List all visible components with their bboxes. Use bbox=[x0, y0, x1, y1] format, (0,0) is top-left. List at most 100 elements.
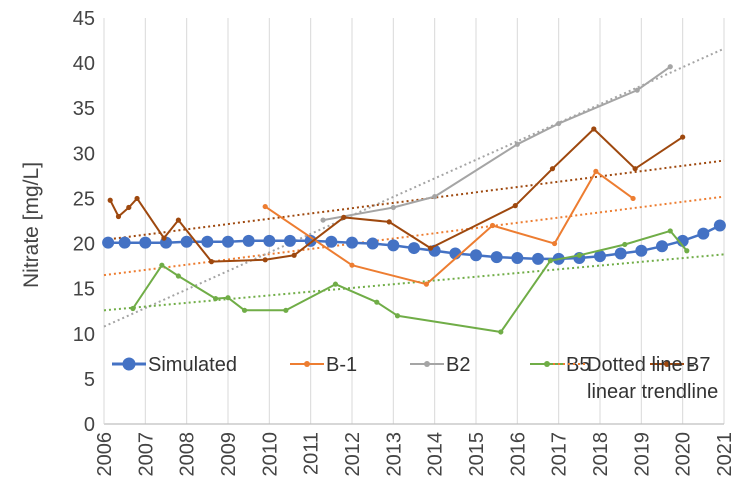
data-point-simulated bbox=[713, 219, 726, 232]
data-point-b5 bbox=[394, 313, 401, 319]
data-point-b2 bbox=[432, 194, 438, 200]
data-point-b2 bbox=[514, 141, 520, 147]
data-point-b-1 bbox=[423, 281, 429, 287]
data-point-simulated bbox=[242, 234, 255, 247]
y-tick-label-25: 25 bbox=[73, 188, 95, 210]
x-tick-label-2016: 2016 bbox=[507, 432, 529, 477]
legend-item-simulated: Simulated bbox=[112, 354, 237, 376]
data-point-b-1 bbox=[630, 195, 636, 202]
data-point-simulated bbox=[594, 250, 606, 263]
data-point-b7 bbox=[632, 166, 638, 172]
data-point-b5 bbox=[225, 295, 231, 301]
y-axis-title: Nitrate [mg/L] bbox=[20, 162, 43, 288]
data-point-b7 bbox=[126, 204, 132, 211]
data-point-simulated bbox=[366, 237, 379, 250]
data-point-simulated bbox=[102, 236, 115, 249]
data-point-b2 bbox=[556, 120, 562, 127]
data-point-simulated bbox=[614, 247, 627, 260]
y-tick-label-10: 10 bbox=[73, 324, 95, 346]
x-tick-label-2012: 2012 bbox=[342, 432, 364, 477]
legend-swatch-marker-simulated bbox=[122, 357, 136, 371]
trendline-b2 bbox=[103, 47, 725, 328]
data-point-b2 bbox=[634, 87, 640, 93]
y-tick-label-30: 30 bbox=[73, 143, 95, 165]
x-tick-label-2017: 2017 bbox=[549, 432, 571, 477]
legend-trendline-label-line-1: Dotted line - bbox=[587, 354, 695, 376]
data-point-b5 bbox=[547, 258, 554, 264]
data-point-b2 bbox=[667, 64, 673, 70]
axes bbox=[103, 18, 724, 425]
data-point-simulated bbox=[284, 234, 296, 247]
data-point-simulated bbox=[325, 235, 338, 248]
data-point-b5 bbox=[283, 307, 289, 313]
data-point-simulated bbox=[656, 240, 668, 253]
gridlines bbox=[103, 18, 725, 424]
data-point-simulated bbox=[387, 239, 400, 252]
legend-label-b2: B2 bbox=[446, 354, 470, 376]
x-tick-label-2006: 2006 bbox=[94, 432, 116, 477]
data-point-b7 bbox=[291, 252, 297, 258]
legend-item-trendline: Dotted line - linear trendline bbox=[553, 354, 718, 403]
legend-trendline-label-line-2: linear trendline bbox=[587, 381, 718, 403]
data-point-simulated bbox=[201, 235, 214, 248]
legend-label-b-1: B-1 bbox=[326, 354, 357, 376]
y-tick-label-15: 15 bbox=[73, 279, 95, 301]
data-point-b5 bbox=[667, 228, 673, 234]
data-point-b7 bbox=[262, 257, 268, 263]
data-point-simulated bbox=[490, 251, 503, 264]
data-point-b5 bbox=[576, 252, 582, 258]
data-point-simulated bbox=[635, 244, 648, 257]
legend-item-b7: B7 bbox=[650, 354, 710, 376]
tick-labels: 2006 2007 2008 2009 2010 2011 2012 2013 2014 2015… bbox=[73, 8, 736, 477]
x-tick-label-2007: 2007 bbox=[135, 432, 157, 477]
data-point-b5 bbox=[130, 305, 136, 312]
data-point-b7 bbox=[134, 195, 140, 202]
data-point-b5 bbox=[374, 299, 380, 305]
data-point-b5 bbox=[175, 273, 181, 279]
legend-swatch-marker-b7 bbox=[664, 361, 670, 367]
series-b-1 bbox=[262, 168, 636, 287]
data-point-simulated bbox=[139, 236, 152, 249]
data-point-b7 bbox=[386, 219, 392, 225]
data-point-b7 bbox=[549, 166, 556, 172]
x-tick-label-2013: 2013 bbox=[383, 432, 405, 477]
data-point-simulated bbox=[470, 249, 482, 262]
data-point-b7 bbox=[107, 197, 113, 203]
data-point-b5 bbox=[332, 281, 339, 287]
data-point-b5 bbox=[684, 248, 690, 254]
series-group bbox=[102, 64, 726, 335]
legend-item-b-1: B-1 bbox=[290, 354, 357, 376]
data-point-simulated bbox=[263, 234, 276, 247]
data-point-simulated bbox=[118, 236, 131, 249]
data-point-b7 bbox=[680, 134, 686, 140]
y-tick-label-20: 20 bbox=[73, 234, 95, 256]
data-point-b5 bbox=[622, 241, 628, 248]
data-point-simulated bbox=[346, 236, 358, 249]
series-b2 bbox=[320, 64, 673, 223]
legend-swatch-marker-b2 bbox=[424, 361, 430, 367]
data-point-b7 bbox=[341, 214, 347, 220]
data-point-b7 bbox=[512, 203, 518, 209]
x-tick-label-2020: 2020 bbox=[673, 432, 695, 477]
data-point-b-1 bbox=[551, 240, 558, 247]
data-point-simulated bbox=[697, 227, 710, 240]
data-point-b7 bbox=[175, 217, 181, 223]
data-point-b-1 bbox=[262, 203, 268, 210]
data-point-simulated bbox=[676, 234, 689, 247]
x-tick-label-2008: 2008 bbox=[177, 432, 199, 477]
data-point-simulated bbox=[222, 235, 234, 248]
trendline-b7 bbox=[103, 159, 725, 241]
x-tick-label-2018: 2018 bbox=[590, 432, 612, 477]
data-point-b-1 bbox=[593, 168, 599, 174]
x-tick-label-2010: 2010 bbox=[259, 432, 281, 477]
data-point-b7 bbox=[591, 126, 597, 132]
data-point-b7 bbox=[161, 235, 167, 241]
x-tick-label-2011: 2011 bbox=[301, 432, 323, 475]
data-point-b7 bbox=[115, 213, 122, 220]
trendline-b5 bbox=[103, 253, 725, 312]
series-b5 bbox=[130, 228, 690, 335]
x-tick-label-2014: 2014 bbox=[425, 432, 447, 477]
legend-swatch-marker-b5 bbox=[544, 361, 550, 367]
data-point-b5 bbox=[498, 329, 504, 335]
data-point-simulated bbox=[532, 252, 544, 265]
